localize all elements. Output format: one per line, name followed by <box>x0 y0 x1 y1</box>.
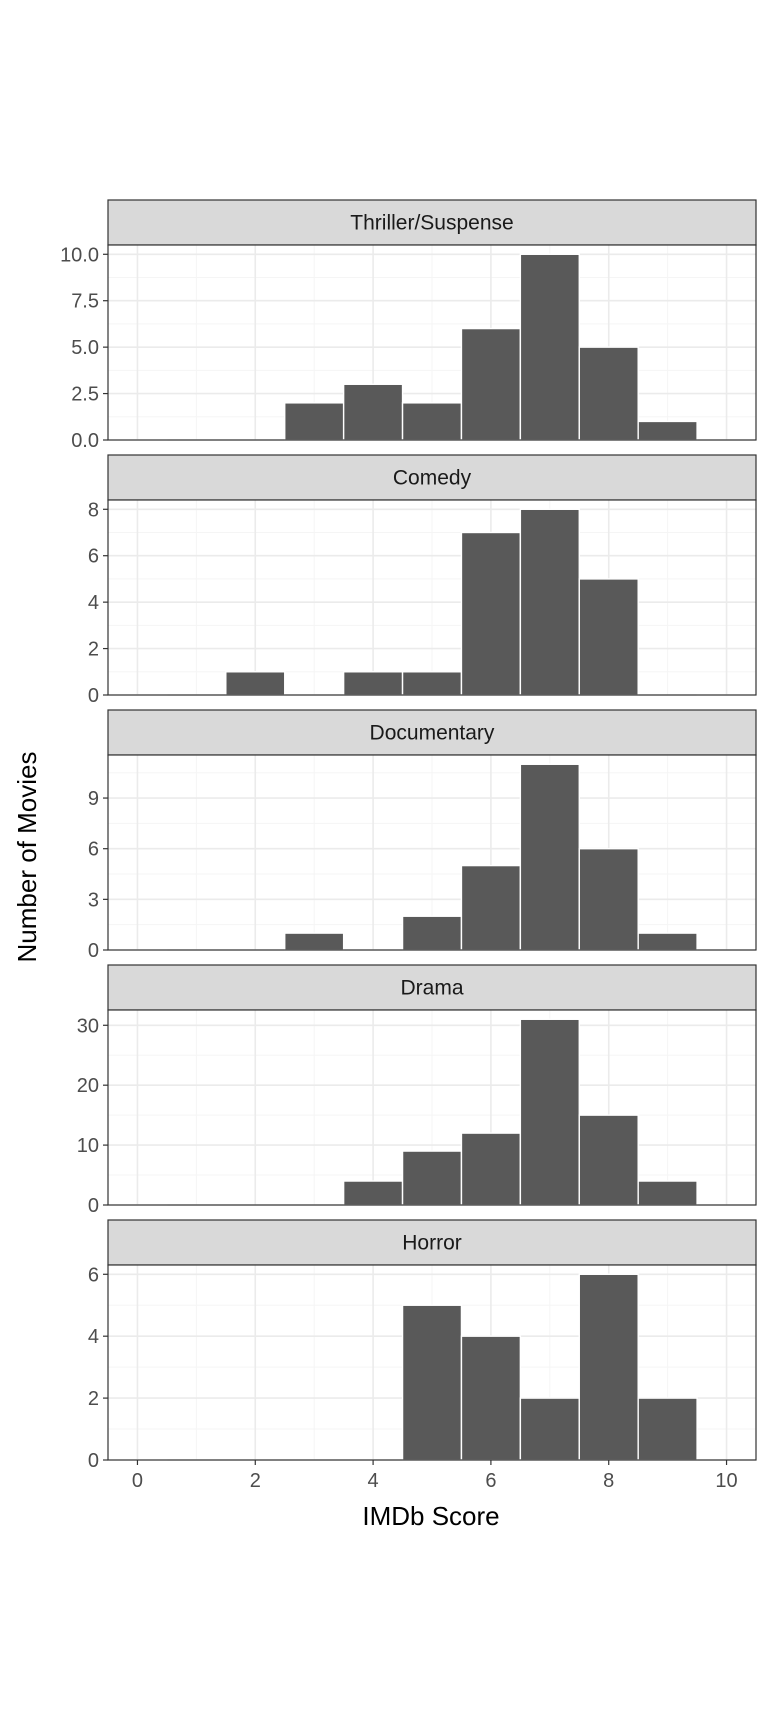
histogram-bar <box>225 671 286 696</box>
panel-border <box>107 1264 757 1461</box>
facet-strip-label: Comedy <box>393 467 472 490</box>
x-tick-label: 8 <box>603 1470 614 1492</box>
histogram-bar <box>284 932 345 951</box>
y-tick-label: 8 <box>88 499 99 521</box>
y-tick-label: 6 <box>88 839 99 861</box>
x-tick-label: 10 <box>715 1470 737 1492</box>
x-axis: 0 2 4 6 8 10 <box>132 1460 738 1492</box>
histogram-bar <box>460 531 522 696</box>
y-tick-label: 6 <box>88 1264 99 1286</box>
histogram-bar <box>401 671 463 696</box>
x-tick-label: 6 <box>485 1470 496 1492</box>
facet-strip <box>107 709 757 756</box>
panel-border <box>107 754 757 951</box>
histogram-bar <box>519 1018 580 1206</box>
y-tick-label: 10.0 <box>60 244 99 266</box>
facet-panel: Thriller/Suspense 0.0 2.5 5.0 7.5 10.0 <box>60 199 757 452</box>
y-tick-label: 4 <box>88 1326 99 1348</box>
facet-strip <box>107 964 757 1011</box>
panel-border <box>107 499 757 696</box>
histogram-bar <box>578 578 639 696</box>
facet-panel: Documentary 0 3 6 9 <box>88 709 757 962</box>
panel-border <box>107 244 757 441</box>
histogram-bar <box>401 1304 463 1461</box>
x-axis-title: IMDb Score <box>362 1501 499 1531</box>
histogram-bar <box>460 864 522 951</box>
y-tick-label: 5.0 <box>71 337 99 359</box>
histogram-bar <box>578 346 639 441</box>
y-tick-label: 10 <box>77 1135 99 1157</box>
y-tick-label: 3 <box>88 889 99 911</box>
histogram-bar <box>637 1397 698 1461</box>
y-tick-label: 20 <box>77 1075 99 1097</box>
y-tick-label: 30 <box>77 1015 99 1037</box>
panel-border <box>107 1009 757 1206</box>
facet-strip-label: Thriller/Suspense <box>350 212 513 235</box>
histogram-bar <box>460 1132 522 1206</box>
histogram-bar <box>519 763 580 951</box>
histogram-bar <box>519 1397 580 1461</box>
y-tick-label: 0 <box>88 1195 99 1217</box>
y-tick-label: 0 <box>88 685 99 707</box>
histogram-bar <box>519 253 580 441</box>
y-tick-label: 6 <box>88 546 99 568</box>
y-tick-label: 9 <box>88 788 99 810</box>
y-tick-label: 2 <box>88 639 99 661</box>
histogram-bar <box>284 402 345 441</box>
histogram-bar <box>401 915 463 951</box>
facet-strip-label: Documentary <box>370 722 495 745</box>
facet-panel: Drama 0 10 20 30 <box>77 964 757 1217</box>
y-tick-label: 2 <box>88 1388 99 1410</box>
histogram-bar <box>401 402 463 441</box>
x-tick-label: 4 <box>368 1470 379 1492</box>
histogram-bar <box>637 932 698 951</box>
y-axis-title: Number of Movies <box>12 752 42 963</box>
histogram-bar <box>637 1180 698 1206</box>
y-tick-label: 0 <box>88 940 99 962</box>
y-tick-label: 0.0 <box>71 430 99 452</box>
y-tick-label: 4 <box>88 592 99 614</box>
histogram-bar <box>460 327 522 441</box>
y-tick-label: 0 <box>88 1450 99 1472</box>
histogram-bar <box>342 383 404 441</box>
histogram-bar <box>460 1335 522 1461</box>
facet-strip-label: Horror <box>402 1232 462 1255</box>
facet-strip-label: Drama <box>400 977 463 1000</box>
histogram-bar <box>342 1180 404 1206</box>
histogram-bar <box>637 420 698 441</box>
histogram-bar <box>578 1114 639 1206</box>
facet-panel: Comedy 0 2 4 6 8 <box>88 454 757 707</box>
facet-strip <box>107 199 757 246</box>
facet-panel: Horror 0 2 4 6 <box>88 1219 757 1472</box>
histogram-bar <box>342 671 404 696</box>
facet-strip <box>107 454 757 501</box>
y-tick-label: 2.5 <box>71 384 99 406</box>
histogram-bar <box>401 1150 463 1206</box>
x-tick-label: 0 <box>132 1470 143 1492</box>
y-tick-label: 7.5 <box>71 291 99 313</box>
histogram-bar <box>578 1273 639 1461</box>
x-tick-label: 2 <box>250 1470 261 1492</box>
histogram-bar <box>519 508 580 696</box>
histogram-bar <box>578 848 639 951</box>
